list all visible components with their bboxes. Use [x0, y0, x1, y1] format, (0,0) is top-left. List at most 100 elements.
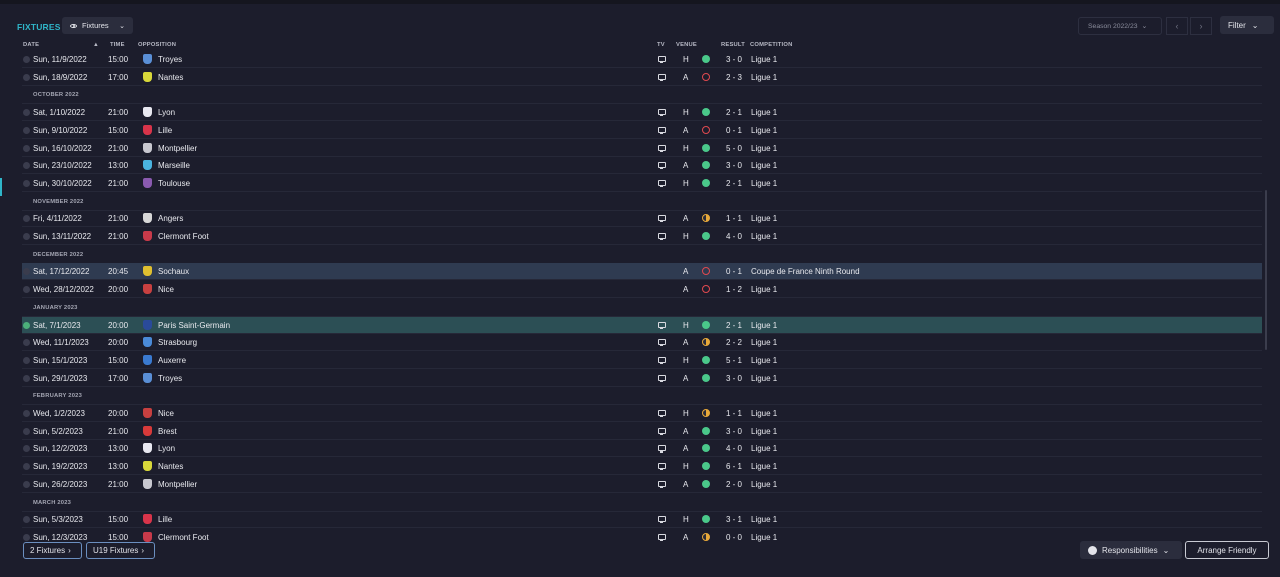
next-season-button[interactable]: › [1190, 17, 1212, 35]
fixture-row[interactable]: Sun, 16/10/2022 21:00 Montpellier H 5 - 0 Lig… [22, 140, 1262, 157]
score[interactable]: 4 - 0 [726, 444, 743, 454]
scrollbar[interactable] [1265, 190, 1267, 350]
competition[interactable]: Ligue 1 [751, 108, 778, 118]
score[interactable]: 2 - 0 [726, 479, 743, 489]
opponent-name[interactable]: Nantes [158, 72, 184, 82]
score[interactable]: 2 - 1 [726, 108, 743, 118]
opponent-name[interactable]: Lille [158, 125, 173, 135]
score[interactable]: 4 - 0 [726, 232, 743, 241]
fixture-row[interactable]: Sun, 5/2/2023 21:00 Brest A 3 - 0 Ligue 1 [22, 423, 1262, 440]
opponent-name[interactable]: Troyes [158, 55, 183, 64]
competition[interactable]: Ligue 1 [751, 444, 778, 454]
fixture-row[interactable]: Sun, 11/9/2022 15:00 Troyes H 3 - 0 Ligue 1 [22, 51, 1262, 68]
opponent-name[interactable]: Lille [158, 515, 173, 525]
competition[interactable]: Ligue 1 [751, 462, 778, 472]
score[interactable]: 5 - 0 [726, 143, 743, 153]
col-header-competition[interactable]: COMPETITION [750, 42, 793, 48]
competition[interactable]: Ligue 1 [751, 409, 778, 418]
competition[interactable]: Ligue 1 [751, 532, 778, 542]
score[interactable]: 0 - 1 [726, 125, 743, 135]
fixture-row[interactable]: Wed, 11/1/2023 20:00 Strasbourg A 2 - 2 Ligue… [22, 334, 1262, 352]
fixture-row[interactable]: Sun, 9/10/2022 15:00 Lille A 0 - 1 Ligue 1 [22, 122, 1262, 139]
fixture-row[interactable]: Wed, 1/2/2023 20:00 Nice H 1 - 1 Ligue 1 [22, 405, 1262, 422]
season-selector[interactable]: Season 2022/23 ⌄ [1078, 17, 1162, 35]
opponent-name[interactable]: Montpellier [158, 143, 198, 153]
competition[interactable]: Ligue 1 [751, 143, 778, 153]
fixture-row[interactable]: Sun, 18/9/2022 17:00 Nantes A 2 - 3 Ligue 1 [22, 69, 1262, 86]
fixture-row[interactable]: Sun, 26/2/2023 21:00 Montpellier A 2 - 0 Ligu… [22, 476, 1262, 493]
score[interactable]: 2 - 1 [726, 178, 743, 188]
prev-season-button[interactable]: ‹ [1166, 17, 1188, 35]
fixture-row[interactable]: Sat, 17/12/2022 20:45 Sochaux A 0 - 1 Coupe d… [22, 263, 1262, 281]
competition[interactable]: Ligue 1 [751, 161, 778, 171]
score[interactable]: 2 - 2 [726, 338, 743, 348]
fixture-row[interactable]: Sat, 7/1/2023 20:00 Paris Saint-Germain H 2 … [22, 316, 1262, 334]
competition[interactable]: Ligue 1 [751, 479, 778, 489]
fixture-row[interactable]: Sun, 29/1/2023 17:00 Troyes A 3 - 0 Ligue 1 [22, 370, 1262, 387]
col-header-tv[interactable]: TV [657, 42, 665, 48]
fixture-row[interactable]: Sun, 5/3/2023 15:00 Lille H 3 - 1 Ligue 1 [22, 511, 1262, 529]
competition[interactable]: Ligue 1 [751, 55, 778, 64]
competition[interactable]: Ligue 1 [751, 285, 778, 295]
col-header-result[interactable]: RESULT [721, 42, 745, 48]
opponent-name[interactable]: Brest [158, 426, 177, 436]
opponent-name[interactable]: Lyon [158, 108, 176, 118]
competition[interactable]: Ligue 1 [751, 125, 778, 135]
fixtures-tab-button[interactable]: 2 Fixtures › [23, 542, 82, 559]
fixture-row[interactable]: Fri, 4/11/2022 21:00 Angers A 1 - 1 Ligue 1 [22, 210, 1262, 228]
fixture-row[interactable]: Sat, 1/10/2022 21:00 Lyon H 2 - 1 Ligue 1 [22, 104, 1262, 122]
fixture-row[interactable]: Sun, 19/2/2023 13:00 Nantes H 6 - 1 Ligue 1 [22, 458, 1262, 476]
col-header-opposition[interactable]: OPPOSITION [138, 42, 177, 48]
competition[interactable]: Coupe de France Ninth Round [751, 267, 860, 277]
score[interactable]: 3 - 0 [726, 426, 743, 436]
competition[interactable]: Ligue 1 [751, 373, 778, 383]
responsibilities-button[interactable]: Responsibilities ⌄ [1080, 541, 1182, 559]
fixture-row[interactable]: Sun, 13/11/2022 21:00 Clermont Foot H 4 - 0 L… [22, 228, 1262, 245]
score[interactable]: 1 - 2 [726, 285, 743, 295]
score[interactable]: 3 - 1 [726, 515, 743, 525]
opponent-name[interactable]: Clermont Foot [158, 232, 209, 241]
score[interactable]: 6 - 1 [726, 462, 743, 472]
arrange-friendly-button[interactable]: Arrange Friendly [1185, 541, 1269, 559]
opponent-name[interactable]: Sochaux [158, 267, 190, 277]
competition[interactable]: Ligue 1 [751, 426, 778, 436]
competition[interactable]: Ligue 1 [751, 178, 778, 188]
fixture-row[interactable]: Sun, 15/1/2023 15:00 Auxerre H 5 - 1 Ligue 1 [22, 352, 1262, 369]
opponent-name[interactable]: Troyes [158, 373, 183, 383]
score[interactable]: 0 - 0 [726, 532, 743, 542]
score[interactable]: 2 - 3 [726, 72, 743, 82]
competition[interactable]: Ligue 1 [751, 355, 778, 365]
competition[interactable]: Ligue 1 [751, 232, 778, 241]
score[interactable]: 3 - 0 [726, 161, 743, 171]
u19-fixtures-button[interactable]: U19 Fixtures › [86, 542, 155, 559]
score[interactable]: 3 - 0 [726, 55, 743, 64]
opponent-name[interactable]: Clermont Foot [158, 532, 209, 542]
score[interactable]: 1 - 1 [726, 214, 743, 224]
opponent-name[interactable]: Marseille [158, 161, 191, 171]
score[interactable]: 2 - 1 [726, 320, 743, 330]
competition[interactable]: Ligue 1 [751, 515, 778, 525]
opponent-name[interactable]: Toulouse [158, 178, 191, 188]
sort-ascending-icon[interactable]: ▲ [93, 42, 99, 48]
competition[interactable]: Ligue 1 [751, 214, 778, 224]
opponent-name[interactable]: Angers [158, 214, 184, 224]
opponent-name[interactable]: Montpellier [158, 479, 198, 489]
competition[interactable]: Ligue 1 [751, 72, 778, 82]
fixture-row[interactable]: Sun, 23/10/2022 13:00 Marseille A 3 - 0 Ligue… [22, 157, 1262, 175]
competition[interactable]: Ligue 1 [751, 338, 778, 348]
opponent-name[interactable]: Lyon [158, 444, 176, 454]
competition[interactable]: Ligue 1 [751, 320, 778, 330]
opponent-name[interactable]: Nice [158, 409, 175, 418]
col-header-venue[interactable]: VENUE [676, 42, 697, 48]
fixture-row[interactable]: Sun, 30/10/2022 21:00 Toulouse H 2 - 1 Ligue … [22, 175, 1262, 192]
fixture-row[interactable]: Wed, 28/12/2022 20:00 Nice A 1 - 2 Ligue 1 [22, 281, 1262, 299]
opponent-name[interactable]: Nice [158, 285, 175, 295]
opponent-name[interactable]: Nantes [158, 462, 184, 472]
col-header-time[interactable]: TIME [110, 42, 125, 48]
filter-button[interactable]: Filter ⌄ [1220, 16, 1274, 34]
col-header-date[interactable]: DATE [23, 42, 40, 48]
score[interactable]: 5 - 1 [726, 355, 743, 365]
opponent-name[interactable]: Strasbourg [158, 338, 198, 348]
score[interactable]: 0 - 1 [726, 267, 743, 277]
score[interactable]: 1 - 1 [726, 409, 743, 418]
